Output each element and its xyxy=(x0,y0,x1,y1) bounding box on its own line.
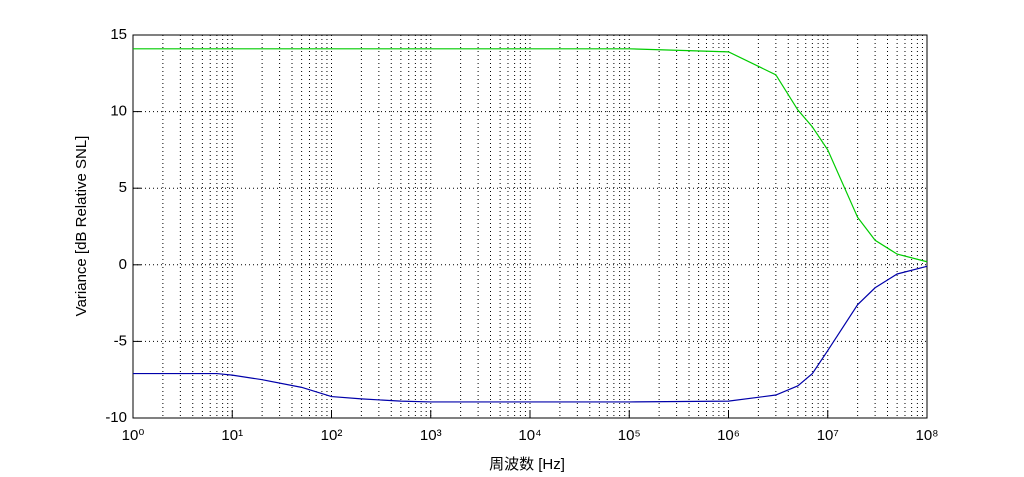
plot-frame xyxy=(132,34,928,419)
x-tick-label: 10¹ xyxy=(221,427,243,444)
y-tick-label: -10 xyxy=(105,409,127,426)
y-tick-label: 5 xyxy=(119,179,127,196)
x-tick-label: 10⁷ xyxy=(817,427,839,444)
y-axis-label: Variance [dB Relative SNL] xyxy=(73,136,90,317)
x-tick-label: 10⁵ xyxy=(618,427,641,444)
x-axis-label: 周波数 [Hz] xyxy=(489,456,565,473)
y-tick-label: 10 xyxy=(110,103,127,120)
x-tick-label: 10⁴ xyxy=(518,427,541,444)
x-tick-label: 10⁶ xyxy=(717,427,740,444)
y-tick-label: 0 xyxy=(119,256,127,273)
x-tick-label: 10² xyxy=(321,427,343,444)
x-tick-label: 10⁸ xyxy=(915,427,938,444)
x-tick-label: 10³ xyxy=(420,427,442,444)
y-tick-label: 15 xyxy=(110,26,127,43)
series-line xyxy=(133,265,928,403)
y-tick-label: -5 xyxy=(114,332,127,349)
series-line xyxy=(133,48,928,263)
x-tick-label: 10⁰ xyxy=(122,427,145,444)
